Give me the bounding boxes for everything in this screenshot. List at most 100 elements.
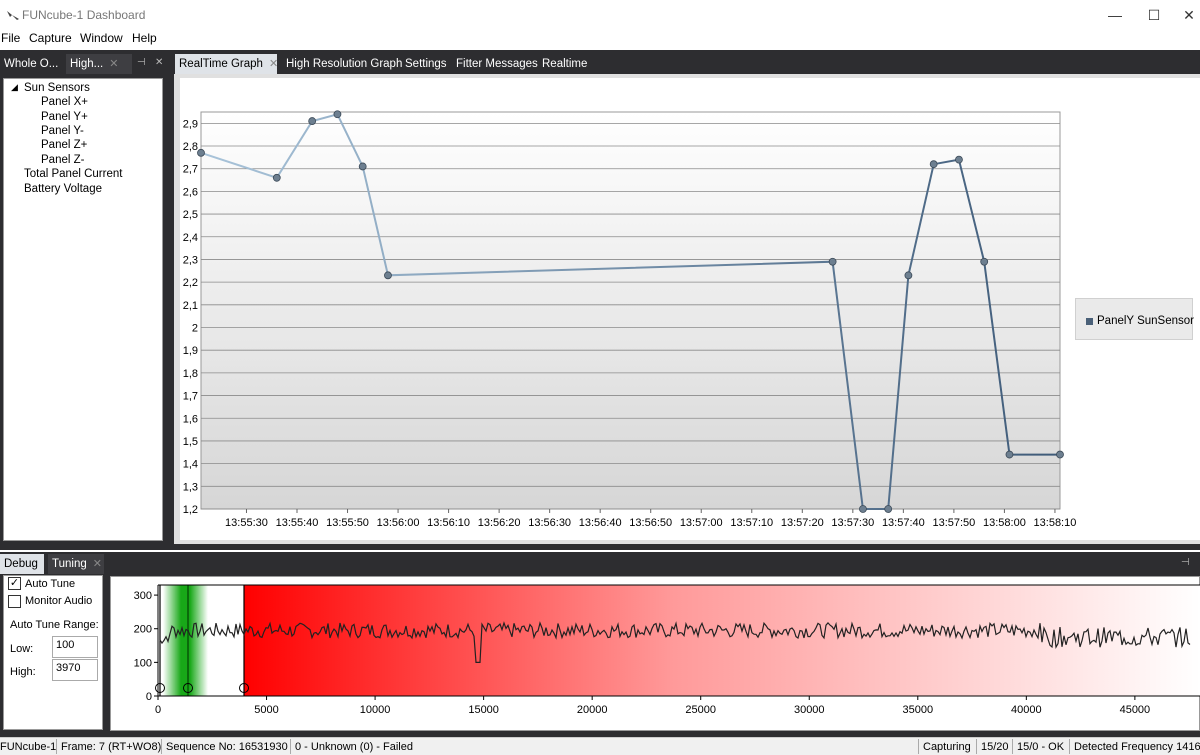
x-tick-label: 13:56:00	[377, 517, 420, 529]
close-icon[interactable]: ✕	[155, 57, 164, 68]
x-tick-label: 13:55:50	[326, 517, 369, 529]
sensor-tree	[3, 78, 163, 541]
tree-item-total-panel-current[interactable]: Total Panel Current	[24, 168, 123, 180]
tune-band	[163, 585, 208, 696]
spectrum-x-tick-label: 25000	[685, 704, 716, 716]
tree-item-panel-y-minus[interactable]: Panel Y-	[41, 125, 84, 137]
status-decode: 0 - Unknown (0) - Failed	[295, 741, 413, 753]
data-point	[358, 162, 367, 171]
tab-realtime-graph[interactable]: RealTime Graph ✕	[175, 54, 279, 74]
menu-capture[interactable]: Capture	[29, 31, 72, 45]
tab-high[interactable]: High... ✕	[66, 54, 132, 74]
spectrum-x-tick-label: 0	[155, 704, 161, 716]
status-app: FUNcube-1	[0, 741, 57, 753]
y-tick-label: 2,5	[183, 209, 198, 221]
data-point	[884, 505, 893, 513]
y-tick-label: 2,4	[183, 232, 198, 244]
y-tick-label: 2,9	[183, 118, 198, 130]
minimize-button[interactable]: —	[1108, 7, 1122, 23]
tab-tuning[interactable]: Tuning ✕	[48, 554, 104, 574]
close-icon[interactable]: ✕	[92, 558, 102, 570]
tree-item-panel-x-plus[interactable]: Panel X+	[41, 96, 88, 108]
tree-item-panel-y-plus[interactable]: Panel Y+	[41, 111, 88, 123]
spectrum-x-tick-label: 35000	[902, 704, 933, 716]
legend-swatch	[1086, 318, 1093, 325]
tree-item-sun-sensors[interactable]: Sun Sensors	[24, 82, 90, 94]
expand-triangle-icon[interactable]: ◢	[11, 82, 18, 92]
spectrum-y-tick-label: 200	[134, 624, 152, 636]
spectrum-x-tick-label: 15000	[468, 704, 499, 716]
close-icon[interactable]: ✕	[268, 58, 279, 70]
spectrum-trace	[159, 621, 1191, 664]
x-tick-label: 13:55:30	[225, 517, 268, 529]
x-tick-label: 13:57:50	[932, 517, 975, 529]
y-tick-label: 2,1	[183, 300, 198, 312]
y-tick-label: 1,2	[183, 504, 198, 516]
tab-whole-orbit[interactable]: Whole O...	[4, 58, 59, 70]
legend-label: PanelY SunSensor	[1097, 315, 1194, 327]
tune-handle[interactable]	[183, 683, 193, 693]
menu-help[interactable]: Help	[132, 31, 157, 45]
tab-settings[interactable]: Settings	[405, 58, 447, 70]
data-point	[1056, 450, 1064, 459]
pin-icon[interactable]: ⊣	[1181, 557, 1190, 568]
spectrum-x-tick-label: 30000	[794, 704, 825, 716]
tree-item-panel-z-plus[interactable]: Panel Z+	[41, 139, 88, 151]
high-label: High:	[10, 666, 36, 678]
x-tick-label: 13:55:40	[276, 517, 319, 529]
y-tick-label: 1,6	[183, 413, 198, 425]
x-tick-label: 13:57:20	[781, 517, 824, 529]
x-tick-label: 13:57:00	[680, 517, 723, 529]
tree-item-battery-voltage[interactable]: Battery Voltage	[24, 183, 102, 195]
menu-file[interactable]: File	[1, 31, 21, 45]
lower-tab-strip	[0, 552, 1200, 574]
low-handle[interactable]	[155, 683, 165, 693]
data-point	[859, 505, 867, 513]
tab-realtime[interactable]: Realtime	[542, 58, 588, 70]
title-bar	[0, 0, 1200, 30]
y-tick-label: 2,2	[183, 277, 198, 289]
data-point	[980, 257, 989, 266]
y-tick-label: 1,5	[183, 436, 198, 448]
y-tick-label: 1,8	[183, 368, 198, 380]
chart-legend	[1075, 298, 1193, 340]
data-point	[955, 155, 963, 164]
data-point	[828, 257, 837, 266]
high-handle[interactable]	[239, 683, 249, 693]
data-point	[1005, 450, 1014, 459]
status-capturing: Capturing	[923, 741, 971, 753]
window-title: FUNcube-1 Dashboard	[22, 8, 146, 22]
tree-item-panel-z-minus[interactable]: Panel Z-	[41, 154, 85, 166]
y-tick-label: 2,8	[183, 141, 198, 153]
x-tick-label: 13:56:20	[478, 517, 521, 529]
status-bar	[0, 737, 1200, 755]
x-tick-label: 13:58:10	[1034, 517, 1077, 529]
menu-window[interactable]: Window	[80, 31, 123, 45]
close-button[interactable]: ✕	[1183, 7, 1195, 23]
tab-high-resolution-graph[interactable]: High Resolution Graph	[286, 58, 403, 70]
low-input[interactable]: 100	[52, 636, 98, 658]
maximize-button[interactable]: ☐	[1147, 7, 1161, 23]
pin-icon[interactable]: ⊣	[137, 57, 146, 68]
data-point	[929, 160, 938, 169]
spectrum-x-tick-label: 40000	[1011, 704, 1042, 716]
auto-tune-checkbox[interactable]: ✓	[8, 577, 21, 590]
tab-fitter-messages[interactable]: Fitter Messages	[456, 58, 538, 70]
data-point	[384, 271, 392, 280]
tab-debug[interactable]: Debug	[0, 554, 44, 574]
spectrum-y-tick-label: 0	[146, 691, 152, 703]
app-icon	[7, 11, 19, 20]
high-input[interactable]: 3970	[52, 659, 98, 681]
y-tick-label: 2	[192, 323, 198, 335]
y-tick-label: 1,9	[183, 345, 198, 357]
spectrum-y-tick-label: 300	[134, 590, 152, 602]
status-sequence: Sequence No: 16531930	[166, 741, 288, 753]
data-point	[333, 110, 342, 119]
close-icon[interactable]: ✕	[109, 58, 119, 70]
menu-bar	[0, 30, 1200, 50]
monitor-audio-checkbox[interactable]	[8, 595, 21, 608]
data-point	[904, 271, 913, 280]
plot-area	[200, 111, 1061, 510]
